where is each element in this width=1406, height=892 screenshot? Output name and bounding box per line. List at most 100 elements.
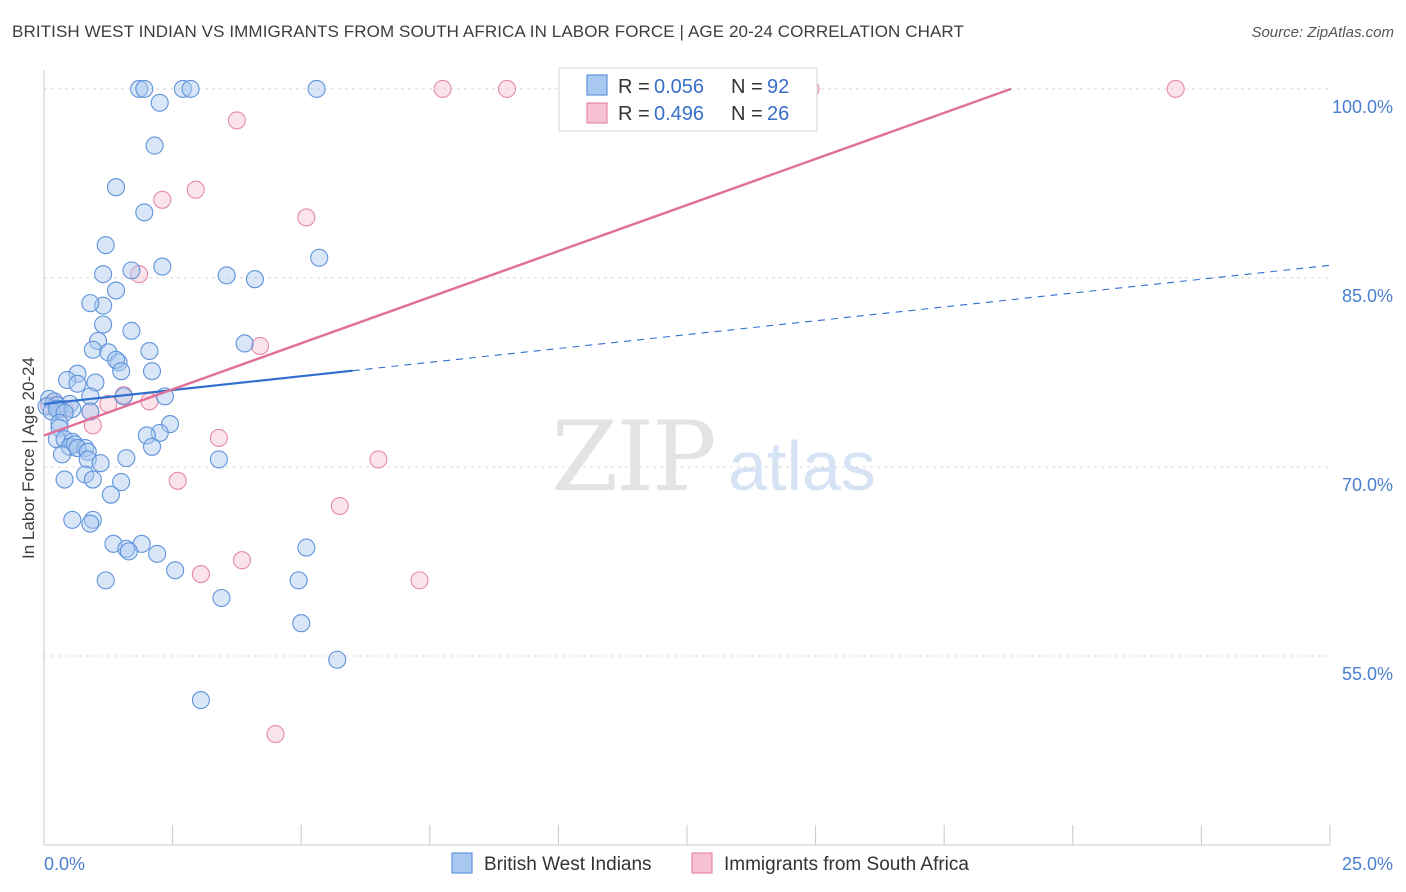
watermark-zip: ZIP xyxy=(551,401,714,513)
point-bwi-31 xyxy=(58,370,77,390)
point-bwi-12 xyxy=(94,265,113,284)
legend-n-label-pink: N = xyxy=(731,103,763,125)
point-bwi-21 xyxy=(88,331,108,350)
legend-swatch-blue xyxy=(586,74,608,96)
point-bwi-72 xyxy=(63,510,82,529)
legend-n-label-blue: N = xyxy=(731,76,763,98)
point-bwi-18 xyxy=(81,294,100,313)
point-bwi-81 xyxy=(166,561,185,580)
stats-legend: R = 0.056 N = 92 R = 0.496 N = 26 xyxy=(558,67,818,132)
point-bwi-61 xyxy=(142,437,162,456)
point-safrica-0 xyxy=(433,79,452,98)
x-tick-label-0: 0.0% xyxy=(44,854,85,874)
series-legend-label-blue: British West Indians xyxy=(484,854,652,875)
y-tick-label-0: 100.0% xyxy=(1332,97,1393,117)
point-safrica-20 xyxy=(330,496,349,516)
point-bwi-22 xyxy=(235,334,254,353)
point-safrica-18 xyxy=(369,450,388,469)
point-bwi-4 xyxy=(307,79,326,98)
point-bwi-13 xyxy=(122,261,141,280)
watermark: ZIP atlas xyxy=(551,401,876,513)
point-bwi-84 xyxy=(212,588,231,608)
point-bwi-66 xyxy=(209,450,228,469)
point-bwi-24 xyxy=(83,340,102,359)
x-tick-label-1: 25.0% xyxy=(1342,854,1393,874)
point-bwi-6 xyxy=(145,136,164,155)
point-bwi-14 xyxy=(217,266,236,285)
chart-title: BRITISH WEST INDIAN VS IMMIGRANTS FROM S… xyxy=(12,22,964,41)
gridlines xyxy=(44,88,1330,657)
point-bwi-77 xyxy=(117,539,136,558)
point-safrica-7 xyxy=(297,208,316,227)
point-bwi-33 xyxy=(68,374,87,393)
point-safrica-3 xyxy=(1166,79,1185,98)
point-bwi-74 xyxy=(81,514,100,533)
trendline-bwi-dashed xyxy=(352,264,1331,372)
point-bwi-5 xyxy=(150,93,169,112)
point-bwi-27 xyxy=(106,350,126,369)
point-bwi-60 xyxy=(78,442,97,461)
point-bwi-68 xyxy=(55,470,74,489)
point-bwi-65 xyxy=(117,449,136,468)
point-safrica-5 xyxy=(186,180,205,199)
point-bwi-11 xyxy=(153,257,172,276)
watermark-atlas: atlas xyxy=(728,427,876,505)
point-bwi-2 xyxy=(173,79,192,98)
chart-source: Source: ZipAtlas.com xyxy=(1251,24,1394,41)
point-safrica-19 xyxy=(168,471,187,490)
series-legend-swatch-blue xyxy=(451,852,473,874)
legend-r-value-pink: 0.496 xyxy=(654,103,704,125)
point-bwi-52 xyxy=(137,426,156,445)
point-bwi-9 xyxy=(96,236,115,255)
point-bwi-19 xyxy=(94,315,113,334)
point-bwi-62 xyxy=(52,445,72,464)
point-bwi-85 xyxy=(292,614,311,633)
point-bwi-16 xyxy=(106,281,126,300)
point-bwi-0 xyxy=(130,79,149,98)
point-bwi-87 xyxy=(191,691,210,710)
point-safrica-22 xyxy=(191,565,210,584)
series-legend-swatch-pink xyxy=(691,852,713,874)
point-bwi-64 xyxy=(91,454,110,473)
point-bwi-59 xyxy=(68,438,87,458)
point-bwi-23 xyxy=(140,341,159,361)
point-bwi-80 xyxy=(297,538,316,557)
point-bwi-86 xyxy=(328,650,347,669)
point-safrica-24 xyxy=(266,725,285,744)
legend-r-label-blue: R = xyxy=(618,76,650,98)
point-safrica-21 xyxy=(232,551,252,570)
point-bwi-1 xyxy=(135,79,154,98)
point-bwi-78 xyxy=(119,542,138,561)
point-safrica-4 xyxy=(227,111,246,130)
series-legend-label-pink: Immigrants from South Africa xyxy=(724,854,969,875)
point-bwi-20 xyxy=(122,321,141,340)
series-legend: British West Indians Immigrants from Sou… xyxy=(451,852,969,875)
point-safrica-1 xyxy=(497,79,517,98)
y-tick-label-1: 85.0% xyxy=(1342,286,1393,306)
trendlines xyxy=(43,87,1331,437)
point-bwi-34 xyxy=(81,387,100,406)
legend-r-value-blue: 0.056 xyxy=(654,76,704,98)
point-safrica-17 xyxy=(209,428,228,448)
y-tick-labels: 100.0% 85.0% 70.0% 55.0% xyxy=(1332,97,1393,684)
point-bwi-79 xyxy=(148,544,167,563)
point-bwi-70 xyxy=(112,473,131,492)
point-bwi-3 xyxy=(181,79,200,98)
point-bwi-7 xyxy=(106,178,126,197)
point-bwi-29 xyxy=(142,362,162,381)
point-bwi-82 xyxy=(96,571,115,590)
point-bwi-83 xyxy=(289,571,308,590)
point-bwi-28 xyxy=(112,362,131,381)
x-ticks xyxy=(43,825,1331,845)
trendline-safrica xyxy=(43,87,1012,437)
legend-swatch-pink xyxy=(586,102,608,124)
point-bwi-56 xyxy=(60,437,79,456)
point-bwi-30 xyxy=(68,364,87,383)
y-tick-label-3: 55.0% xyxy=(1342,664,1393,684)
trendline-bwi-solid xyxy=(43,369,353,406)
point-bwi-69 xyxy=(83,470,102,489)
legend-n-value-pink: 26 xyxy=(767,103,789,125)
point-bwi-32 xyxy=(86,373,105,392)
x-tick-labels: 0.0% 25.0% xyxy=(44,854,1393,874)
point-safrica-6 xyxy=(153,190,172,209)
